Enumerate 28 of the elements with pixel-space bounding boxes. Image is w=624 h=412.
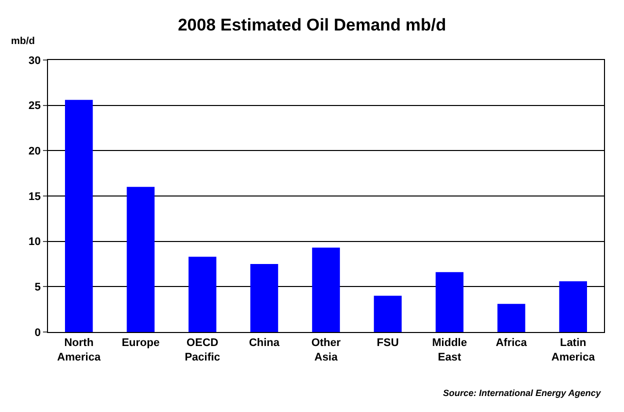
x-tick-label: Africa [496, 337, 528, 350]
x-tick-label: Other Asia [311, 337, 342, 364]
y-tick-label: 0 [34, 326, 41, 339]
bar [436, 272, 464, 332]
source-note: Source: International Energy Agency [443, 388, 602, 398]
bar [188, 256, 216, 332]
bar [559, 281, 588, 332]
x-tick-label: North America [57, 337, 102, 364]
y-tick-label: 30 [28, 54, 41, 67]
bar [312, 248, 340, 332]
y-axis-title: mb/d [11, 36, 35, 47]
x-tick-label: FSU [376, 337, 399, 350]
x-tick-label: China [248, 337, 280, 350]
chart-title: 2008 Estimated Oil Demand mb/d [178, 15, 446, 34]
x-tick-label: Europe [122, 337, 160, 350]
x-tick-label: OECD Pacific [184, 337, 220, 364]
y-tick-label: 10 [28, 236, 41, 248]
y-tick-label: 15 [28, 190, 41, 203]
bar [497, 304, 526, 332]
bar [374, 296, 402, 332]
y-tick-label: 5 [34, 282, 41, 294]
x-tick-label: Middle East [432, 337, 467, 364]
x-tick-label: Latin America [551, 337, 596, 364]
bar [126, 186, 155, 332]
bar [64, 100, 93, 332]
bar [250, 264, 278, 332]
y-tick-label: 25 [28, 100, 41, 112]
y-tick-label: 20 [28, 146, 41, 158]
